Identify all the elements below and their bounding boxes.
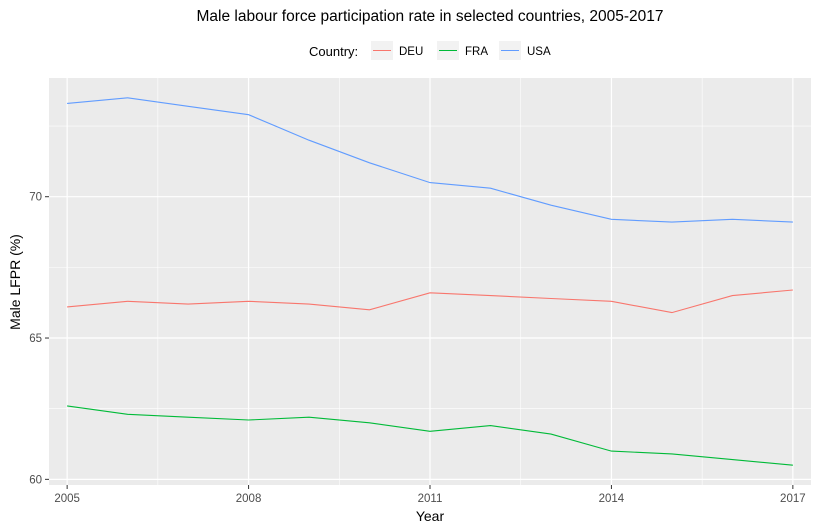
chart-title: Male labour force participation rate in … — [197, 8, 664, 25]
y-axis-title: Male LFPR (%) — [7, 234, 23, 330]
y-tick-label: 60 — [29, 474, 42, 486]
legend-item-fra: FRA — [437, 41, 488, 60]
series-line-usa — [67, 97, 793, 223]
x-tick-label: 2005 — [54, 493, 80, 505]
x-axis-title: Year — [416, 508, 445, 524]
legend-label: DEU — [399, 46, 423, 58]
legend-item-deu: DEU — [371, 41, 423, 60]
legend-label: USA — [527, 46, 551, 58]
x-tick-label: 2017 — [780, 493, 806, 505]
x-tick-label: 2008 — [236, 493, 262, 505]
series-line-fra — [67, 405, 793, 466]
series-line-deu — [67, 289, 793, 314]
y-tick-label: 70 — [29, 192, 42, 204]
legend-item-usa: USA — [499, 41, 551, 60]
x-tick-label: 2011 — [418, 493, 443, 505]
x-tick-label: 2014 — [599, 493, 625, 505]
legend: Country: DEU FRA USA — [309, 41, 551, 60]
y-tick-label: 65 — [29, 333, 42, 345]
legend-title: Country: — [309, 44, 358, 59]
legend-label: FRA — [465, 46, 488, 58]
